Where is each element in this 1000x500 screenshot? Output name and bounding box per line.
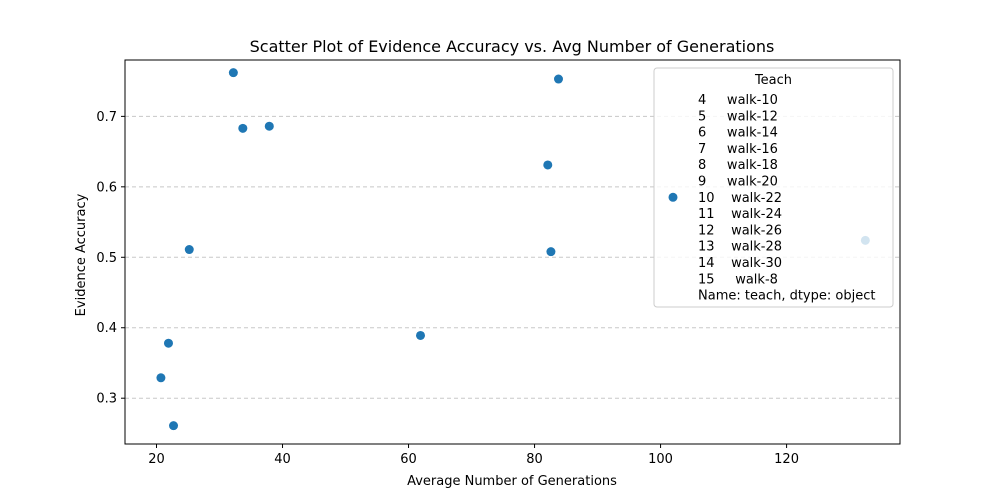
legend-box: [653, 67, 894, 308]
legend-line-7: 11 walk-24: [698, 207, 782, 222]
legend-line-1: 5 walk-12: [698, 109, 778, 124]
legend-line-10: 14 walk-30: [698, 256, 782, 271]
legend-line-9: 13 walk-28: [698, 240, 782, 255]
data-point-4: [228, 68, 238, 78]
x-tick-label-0: 20: [148, 452, 165, 467]
legend-marker: [668, 192, 678, 202]
x-tick-label-4: 100: [648, 452, 673, 467]
chart-title: Scatter Plot of Evidence Accuracy vs. Av…: [250, 37, 775, 56]
x-axis-title: Average Number of Generations: [407, 474, 617, 489]
x-tick-label-2: 60: [400, 452, 417, 467]
data-point-9: [546, 247, 556, 257]
data-point-1: [163, 338, 173, 348]
y-axis-title: Evidence Accuracy: [74, 193, 89, 316]
legend-line-5: 9 walk-20: [698, 175, 778, 190]
data-point-8: [543, 160, 553, 170]
data-point-0: [156, 373, 166, 383]
x-tick-label-5: 120: [774, 452, 799, 467]
legend-line-8: 12 walk-26: [698, 223, 782, 238]
y-tick-label-2: 0.5: [96, 251, 117, 266]
data-point-5: [238, 123, 248, 133]
axes: 20 40 60 80 100 120 0.3 0.4 0.5 0.6 0.7: [96, 59, 901, 467]
legend-line-2: 6 walk-14: [698, 126, 778, 141]
data-point-2: [169, 421, 179, 431]
legend-line-4: 8 walk-18: [698, 158, 778, 173]
data-point-10: [553, 74, 563, 84]
y-tick-label-0: 0.3: [96, 392, 117, 407]
legend-line-3: 7 walk-16: [698, 142, 778, 157]
plot-frame: [124, 59, 901, 445]
x-tick-label-1: 40: [274, 452, 291, 467]
y-tick-label-3: 0.6: [96, 180, 117, 195]
data-point-7: [416, 330, 426, 340]
legend-line-0: 4 walk-10: [698, 93, 778, 108]
legend-line-12: Name: teach, dtype: object: [698, 289, 875, 304]
x-tick-label-3: 80: [526, 452, 543, 467]
data-point-6: [264, 121, 274, 131]
y-tick-label-4: 0.7: [96, 110, 117, 125]
data-point-3: [184, 245, 194, 255]
legend-line-6: 10 walk-22: [698, 191, 782, 206]
legend-line-11: 15 walk-8: [698, 272, 778, 287]
y-tick-label-1: 0.4: [96, 321, 117, 336]
legend: Teach 4 walk-105 walk-12 6 walk-147 walk-1…: [653, 67, 894, 308]
legend-title: Teach: [754, 73, 792, 88]
